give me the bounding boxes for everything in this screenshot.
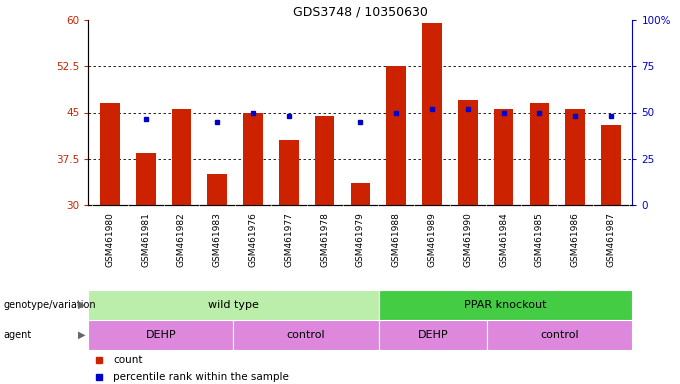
Text: GSM461976: GSM461976 — [248, 212, 258, 266]
Text: GSM461990: GSM461990 — [463, 212, 473, 266]
Text: GSM461988: GSM461988 — [392, 212, 401, 266]
Text: control: control — [541, 330, 579, 340]
Text: GSM461985: GSM461985 — [535, 212, 544, 266]
Text: agent: agent — [3, 330, 32, 340]
Text: GSM461978: GSM461978 — [320, 212, 329, 266]
Text: GSM461984: GSM461984 — [499, 212, 508, 266]
Bar — [207, 174, 227, 205]
Text: GSM461980: GSM461980 — [105, 212, 114, 266]
Bar — [100, 103, 120, 205]
Title: GDS3748 / 10350630: GDS3748 / 10350630 — [293, 6, 428, 19]
Bar — [279, 140, 299, 205]
Text: GSM461981: GSM461981 — [141, 212, 150, 266]
Text: GSM461983: GSM461983 — [213, 212, 222, 266]
Bar — [136, 152, 156, 205]
Text: DEHP: DEHP — [418, 330, 448, 340]
Bar — [351, 184, 370, 205]
Bar — [458, 100, 477, 205]
Bar — [530, 103, 549, 205]
Text: GSM461986: GSM461986 — [571, 212, 579, 266]
Bar — [243, 113, 263, 205]
Text: GSM461979: GSM461979 — [356, 212, 365, 266]
Text: ▶: ▶ — [78, 300, 85, 310]
Text: control: control — [287, 330, 325, 340]
Bar — [88, 290, 379, 320]
Text: ▶: ▶ — [78, 330, 85, 340]
Bar — [494, 109, 513, 205]
Bar — [565, 109, 585, 205]
Bar — [601, 125, 621, 205]
Text: GSM461977: GSM461977 — [284, 212, 293, 266]
Text: DEHP: DEHP — [146, 330, 176, 340]
Bar — [171, 109, 191, 205]
Bar — [379, 290, 632, 320]
Text: wild type: wild type — [208, 300, 259, 310]
Bar — [488, 320, 632, 350]
Bar — [379, 320, 488, 350]
Bar — [386, 66, 406, 205]
Bar — [88, 320, 233, 350]
Text: count: count — [113, 354, 142, 364]
Text: GSM461982: GSM461982 — [177, 212, 186, 266]
Bar — [422, 23, 442, 205]
Text: genotype/variation: genotype/variation — [3, 300, 96, 310]
Bar — [233, 320, 379, 350]
Bar — [315, 116, 335, 205]
Text: GSM461989: GSM461989 — [428, 212, 437, 266]
Text: percentile rank within the sample: percentile rank within the sample — [113, 372, 289, 382]
Text: GSM461987: GSM461987 — [607, 212, 615, 266]
Text: PPAR knockout: PPAR knockout — [464, 300, 547, 310]
